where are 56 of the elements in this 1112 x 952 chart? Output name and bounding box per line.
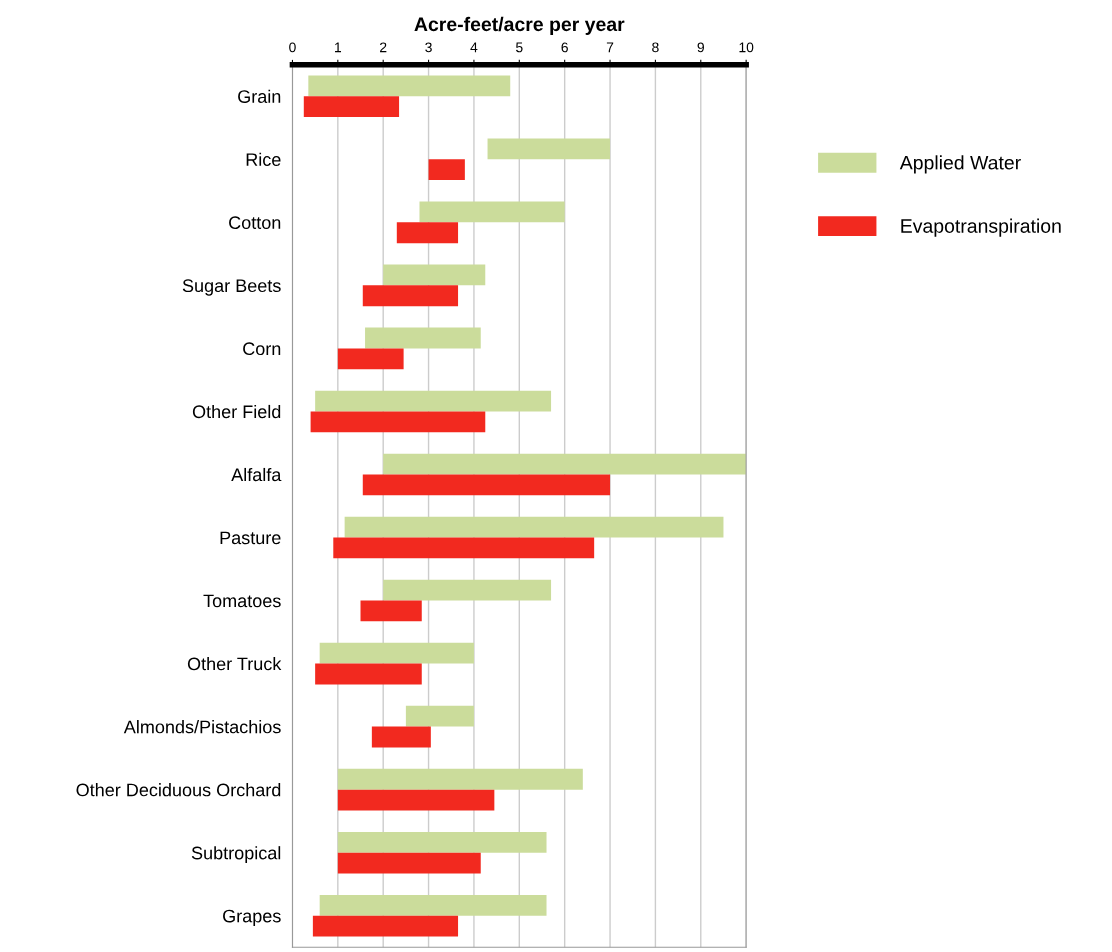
bar	[371, 726, 431, 748]
legend-label: Applied Water	[899, 155, 1021, 174]
bar	[312, 915, 459, 937]
y-tick-label: Grain	[238, 89, 281, 103]
bar	[344, 516, 724, 538]
bar	[360, 600, 422, 622]
bar	[383, 579, 552, 601]
bar	[337, 789, 495, 811]
bar	[315, 390, 552, 412]
bar	[308, 75, 511, 97]
bar	[315, 663, 422, 685]
x-tick-label: 10	[739, 42, 754, 53]
y-tick-label: Cotton	[229, 216, 281, 230]
y-tick-label: Almonds/Pistachios	[123, 720, 281, 734]
bar	[319, 642, 474, 664]
y-tick-label: Other Field	[192, 404, 281, 419]
x-tick-label: 2	[380, 42, 387, 53]
x-tick-label: 5	[516, 42, 523, 53]
y-tick-label: Other Truck	[187, 657, 282, 671]
bar	[487, 138, 611, 160]
x-tick-label: 3	[425, 42, 432, 53]
legend-label: Evapotranspiration	[901, 218, 1061, 237]
bar	[337, 831, 547, 853]
y-tick-label: Sugar Beets	[182, 279, 281, 296]
x-axis-title: Acre-feet/acre per year	[414, 16, 625, 35]
bar	[419, 201, 565, 223]
y-tick-label: Other Deciduous Orchard	[76, 783, 281, 797]
bar	[362, 474, 611, 496]
x-tick-label: 4	[470, 42, 478, 53]
y-tick-label: Subtropical	[191, 846, 281, 863]
bar	[319, 894, 547, 916]
bar	[303, 96, 400, 118]
y-tick-label: Corn	[243, 342, 281, 356]
y-tick-label: Rice	[246, 152, 281, 167]
bar	[383, 453, 747, 475]
x-tick-label: 9	[697, 42, 704, 53]
x-tick-label: 0	[289, 42, 296, 53]
bar	[396, 222, 459, 244]
bar	[337, 852, 481, 874]
bar	[362, 285, 459, 307]
x-tick-label: 7	[606, 42, 614, 53]
bar	[383, 264, 486, 286]
bar	[365, 327, 481, 349]
x-tick-label: 8	[652, 42, 659, 53]
y-tick-label: Pasture	[220, 531, 281, 545]
bar	[337, 768, 583, 790]
bar	[333, 537, 595, 559]
x-tick-label: 1	[335, 42, 342, 53]
bar	[405, 705, 474, 727]
y-tick-label: Alfalfa	[231, 467, 282, 482]
bar	[337, 348, 404, 370]
bar	[428, 159, 465, 181]
x-tick-label: 6	[561, 42, 568, 53]
y-tick-label: Tomatoes	[203, 594, 281, 608]
y-tick-label: Grapes	[223, 909, 281, 927]
bar	[310, 411, 486, 433]
